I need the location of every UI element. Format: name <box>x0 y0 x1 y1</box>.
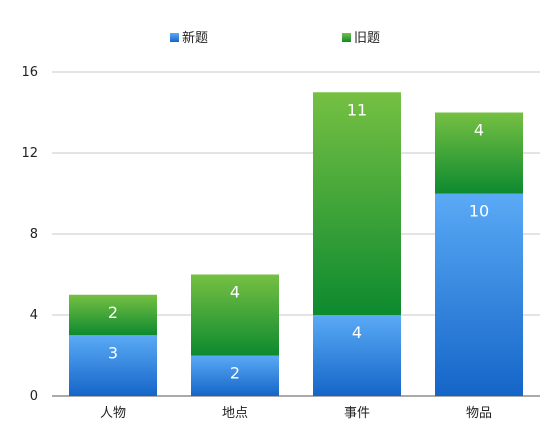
bar-segment <box>435 112 523 194</box>
legend: 新题 旧题 <box>170 30 380 46</box>
bar-segment <box>435 193 523 396</box>
data-labels: 3 2 2 4 4 11 10 4 <box>108 100 489 382</box>
x-tick-label: 人物 <box>100 406 126 421</box>
bar-segment <box>313 92 401 315</box>
legend-swatch <box>342 33 351 42</box>
y-tick-label: 12 <box>21 146 38 161</box>
legend-label: 旧题 <box>354 31 380 46</box>
bar-segment <box>191 355 279 396</box>
data-label: 4 <box>230 283 240 302</box>
data-label: 11 <box>347 100 367 119</box>
bars <box>69 92 523 396</box>
x-tick-label: 事件 <box>344 406 370 421</box>
y-tick-label: 16 <box>21 65 38 80</box>
bar-segment <box>191 274 279 356</box>
data-label: 2 <box>230 364 240 383</box>
x-tick-label: 地点 <box>222 406 248 421</box>
bar-segment <box>313 315 401 396</box>
y-tick-label: 4 <box>30 308 38 323</box>
bar-segment <box>69 294 157 336</box>
axes: 0 4 8 12 16 人物 地点 事件 物品 <box>21 65 540 421</box>
data-label: 2 <box>108 303 118 322</box>
x-tick-label: 物品 <box>466 406 492 421</box>
data-label: 3 <box>108 343 118 362</box>
data-label: 4 <box>474 121 484 140</box>
y-tick-label: 0 <box>30 389 38 404</box>
data-label: 10 <box>469 202 489 221</box>
data-label: 4 <box>352 323 362 342</box>
legend-swatch <box>170 33 179 42</box>
legend-label: 新题 <box>182 30 208 46</box>
bar-segment <box>69 335 157 396</box>
y-tick-label: 8 <box>30 227 38 242</box>
